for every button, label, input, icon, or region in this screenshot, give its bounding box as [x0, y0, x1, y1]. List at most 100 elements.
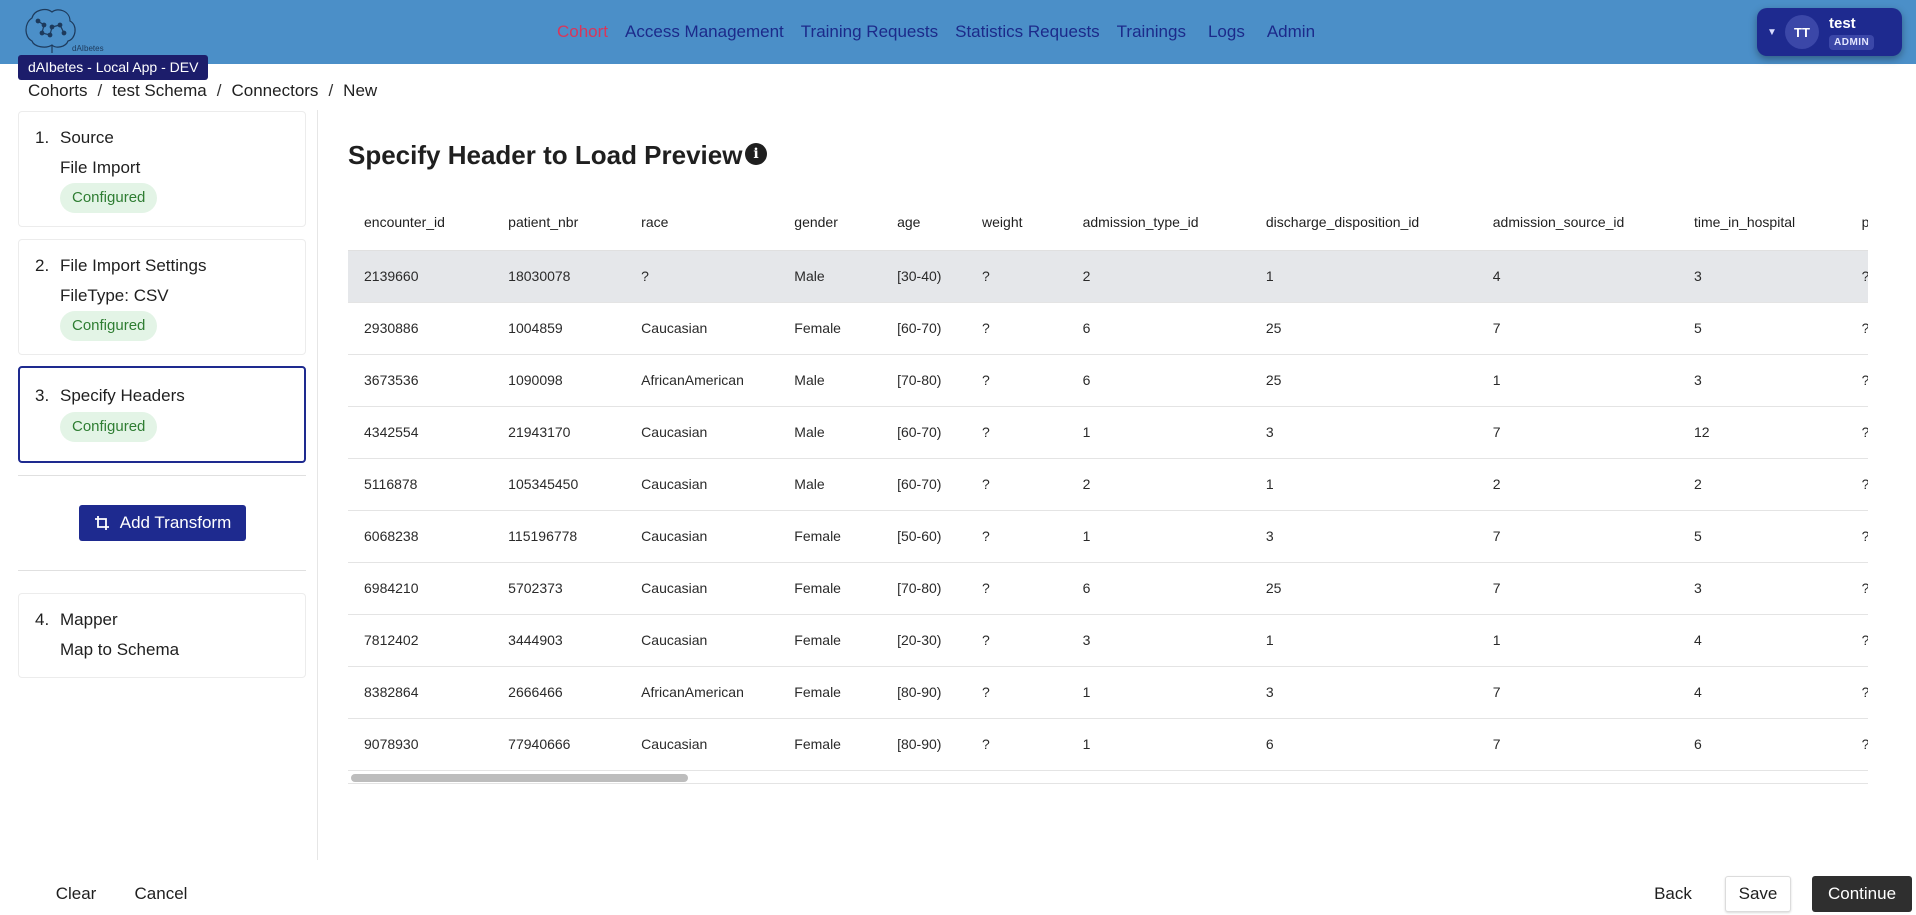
preview-table-container[interactable]: encounter_id patient_nbr race gender age weig… — [348, 194, 1868, 784]
table-cell: 25 — [1249, 354, 1477, 407]
clear-button[interactable]: Clear — [55, 884, 97, 903]
horizontal-scrollbar[interactable] — [351, 774, 688, 782]
column-header[interactable]: patient_nbr — [492, 194, 626, 251]
table-row[interactable]: 4342554 21943170 Caucasian Male [60-70)? 1 3 7 1… — [348, 406, 1868, 459]
table-cell: ? — [966, 250, 1067, 303]
status-badge: Configured — [60, 311, 158, 341]
step-specify-headers[interactable]: 3. Specify Headers Configured — [18, 366, 306, 463]
add-transform-label: Add Transform — [119, 513, 232, 532]
step-label: Specify Headers — [60, 386, 185, 405]
user-menu[interactable]: ▼ TT test ADMIN — [1757, 8, 1902, 56]
table-row[interactable]: 3673536 1090098 AfricanAmerican Male [70-80)… — [348, 354, 1868, 407]
table-cell: Female — [778, 510, 882, 563]
table-row[interactable]: 6984210 5702373 Caucasian Female [70-80)? 6 25… — [348, 562, 1868, 615]
table-cell: ? — [1845, 562, 1868, 615]
nav-trainings[interactable]: Trainings — [1116, 22, 1186, 41]
table-cell: 3 — [1677, 354, 1846, 407]
column-header[interactable]: age — [881, 194, 967, 251]
table-cell: Male — [778, 458, 882, 511]
table-cell: 7 — [1476, 510, 1678, 563]
table-cell: 5 — [1677, 510, 1846, 563]
breadcrumb-schema[interactable]: test Schema — [112, 81, 207, 100]
column-header[interactable]: admission_source_id — [1476, 194, 1678, 251]
column-header[interactable]: payer_code — [1845, 194, 1868, 251]
status-badge: Configured — [60, 412, 158, 442]
breadcrumb-connectors[interactable]: Connectors — [231, 81, 319, 100]
chevron-down-icon[interactable]: ▼ — [1767, 26, 1777, 38]
cancel-button[interactable]: Cancel — [134, 884, 188, 903]
user-info: test ADMIN — [1829, 15, 1875, 50]
column-header[interactable]: encounter_id — [348, 194, 493, 251]
table-cell: 6 — [1066, 354, 1250, 407]
column-header[interactable]: weight — [966, 194, 1067, 251]
table-cell: ? — [1845, 718, 1868, 771]
table-cell: 2666466 — [492, 666, 626, 719]
table-cell: 2930886 — [348, 302, 493, 355]
user-role-badge: ADMIN — [1829, 34, 1875, 50]
table-cell: ? — [1845, 614, 1868, 667]
table-row[interactable]: 6068238 115196778 Caucasian Female [50-60)? 1… — [348, 510, 1868, 563]
divider — [18, 475, 306, 476]
table-cell: ? — [1845, 666, 1868, 719]
table-row[interactable]: 5116878 105345450 Caucasian Male [60-70)? 2 1 2… — [348, 458, 1868, 511]
table-cell: Female — [778, 718, 882, 771]
step-mapper[interactable]: 4. Mapper Map to Schema — [18, 593, 306, 678]
step-source[interactable]: 1. Source File Import Configured — [18, 111, 306, 227]
table-row[interactable]: 8382864 2666466 AfricanAmerican Female [80-9… — [348, 666, 1868, 719]
nav-logs[interactable]: Logs — [1207, 22, 1245, 41]
step-number: 4. — [35, 610, 50, 629]
column-header[interactable]: race — [625, 194, 779, 251]
table-cell: ? — [1845, 510, 1868, 563]
table-cell: 21943170 — [492, 406, 626, 459]
table-cell: Female — [778, 666, 882, 719]
nav-training-requests[interactable]: Training Requests — [800, 22, 939, 41]
brain-logo-icon[interactable] — [20, 5, 90, 55]
column-header[interactable]: admission_type_id — [1066, 194, 1250, 251]
table-cell: [60-70) — [881, 406, 967, 459]
table-row[interactable]: 2930886 1004859 Caucasian Female [60-70)? 6 25… — [348, 302, 1868, 355]
info-icon[interactable]: i — [745, 143, 767, 165]
table-cell: Female — [778, 562, 882, 615]
column-header[interactable]: time_in_hospital — [1677, 194, 1846, 251]
table-cell: 7 — [1476, 406, 1678, 459]
environment-badge: dAIbetes - Local App - DEV — [18, 55, 209, 80]
avatar: TT — [1785, 15, 1819, 49]
table-row[interactable]: 9078930 77940666 Caucasian Female [80-90)? 1 6… — [348, 718, 1868, 771]
breadcrumb-separator: / — [97, 81, 103, 100]
step-file-import-settings[interactable]: 2. File Import Settings FileType: CSV Con… — [18, 239, 306, 355]
column-header[interactable]: discharge_disposition_id — [1249, 194, 1477, 251]
step-label: Source — [60, 128, 114, 147]
table-cell: 25 — [1249, 302, 1477, 355]
continue-button[interactable]: Continue — [1812, 876, 1912, 912]
back-button[interactable]: Back — [1654, 884, 1692, 903]
table-cell: 7812402 — [348, 614, 493, 667]
status-badge: Configured — [60, 183, 158, 213]
breadcrumb-separator: / — [216, 81, 222, 100]
table-cell: Caucasian — [625, 614, 779, 667]
table-cell: 3 — [1249, 406, 1477, 459]
table-cell: 7 — [1476, 302, 1678, 355]
table-cell: 1 — [1249, 614, 1477, 667]
nav-cohort[interactable]: Cohort — [557, 22, 609, 41]
save-button[interactable]: Save — [1725, 876, 1791, 912]
table-cell: ? — [966, 406, 1067, 459]
table-cell: 105345450 — [492, 458, 626, 511]
nav-admin[interactable]: Admin — [1266, 22, 1316, 41]
table-row[interactable]: 7812402 3444903 Caucasian Female [20-30)? 3 1 1… — [348, 614, 1868, 667]
add-transform-button[interactable]: Add Transform — [79, 505, 246, 541]
table-cell: 1 — [1066, 510, 1250, 563]
breadcrumb-separator: / — [328, 81, 334, 100]
table-cell: 2 — [1066, 458, 1250, 511]
nav-access-management[interactable]: Access Management — [625, 22, 784, 41]
table-cell: ? — [1845, 406, 1868, 459]
breadcrumb-cohorts[interactable]: Cohorts — [28, 81, 88, 100]
step-title: 1. Source — [35, 128, 114, 148]
nav-statistics-requests[interactable]: Statistics Requests — [955, 22, 1100, 41]
step-subtitle: Map to Schema — [60, 640, 180, 659]
table-cell: 2 — [1066, 250, 1250, 303]
table-cell: 4342554 — [348, 406, 493, 459]
table-cell: ? — [966, 458, 1067, 511]
column-header[interactable]: gender — [778, 194, 882, 251]
table-cell: AfricanAmerican — [625, 354, 779, 407]
